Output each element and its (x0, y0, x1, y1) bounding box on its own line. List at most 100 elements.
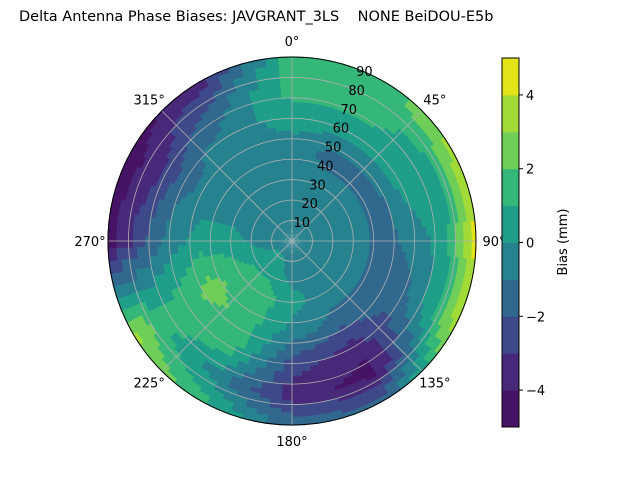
contour-cell (373, 124, 385, 135)
contour-cell (300, 204, 305, 211)
contour-cell (264, 248, 270, 253)
contour-cell (125, 147, 137, 163)
contour-cell (422, 162, 433, 176)
contour-cell (310, 247, 316, 251)
contour-cell (209, 122, 222, 133)
contour-cell (384, 250, 391, 259)
contour-cell (192, 372, 207, 385)
contour-cell (296, 162, 304, 169)
contour-cell (285, 322, 293, 328)
contour-cell (250, 126, 262, 134)
contour-cell (131, 223, 138, 237)
contour-cell (293, 244, 296, 250)
contour-cell (222, 247, 228, 254)
contour-cell (352, 374, 366, 384)
contour-cell (291, 125, 301, 131)
contour-cell (435, 276, 444, 290)
contour-cell (128, 162, 139, 178)
contour-cell (443, 290, 453, 305)
contour-cell (336, 245, 342, 250)
contour-cell (298, 245, 303, 249)
contour-cell (394, 156, 405, 169)
contour-cell (295, 237, 301, 240)
contour-cell (386, 272, 394, 282)
contour-cell (197, 249, 204, 258)
contour-cell (296, 247, 300, 252)
contour-cell (275, 236, 281, 239)
contour-cell (166, 299, 176, 312)
contour-cell (391, 117, 404, 130)
contour-cell (279, 80, 293, 87)
contour-cell (297, 321, 305, 328)
contour-cell (170, 307, 181, 320)
contour-cell (409, 338, 422, 352)
contour-cell (206, 75, 222, 87)
contour-cell (318, 366, 331, 374)
contour-cell (138, 266, 146, 280)
contour-cell (337, 398, 352, 407)
contour-cell (361, 79, 376, 90)
contour-cell (289, 265, 293, 271)
contour-cell (423, 295, 434, 309)
contour-cell (375, 350, 388, 362)
contour-cell (110, 195, 118, 211)
contour-cell (278, 229, 283, 234)
contour-cell (388, 162, 398, 173)
contour-cell (320, 241, 326, 245)
contour-cell (172, 125, 185, 138)
contour-cell (291, 174, 297, 180)
contour-cell (281, 166, 288, 173)
contour-cell (360, 106, 374, 117)
contour-cell (311, 244, 317, 248)
contour-cell (245, 394, 260, 402)
contour-cell (298, 288, 304, 295)
contour-cell (300, 263, 305, 269)
contour-cell (381, 243, 387, 252)
contour-cell (199, 291, 208, 302)
contour-cell (426, 336, 439, 351)
contour-cell (315, 245, 321, 249)
contour-cell (214, 90, 228, 101)
contour-cell (307, 243, 313, 247)
contour-cell (379, 269, 387, 279)
contour-cell (295, 293, 301, 299)
contour-cell (393, 338, 406, 351)
contour-cell (200, 275, 208, 285)
contour-cell (289, 211, 293, 217)
contour-cell (446, 223, 453, 237)
contour-cell (275, 312, 283, 319)
contour-cell (203, 143, 214, 154)
contour-cell (317, 329, 327, 337)
colorbar-tick-label: 0 (526, 237, 534, 252)
contour-cell (221, 242, 227, 249)
contour-cell (177, 186, 186, 198)
contour-cell (394, 94, 409, 107)
contour-cell (412, 168, 422, 181)
contour-cell (440, 315, 451, 331)
contour-cell (265, 226, 271, 231)
contour-cell (347, 390, 362, 400)
contour-cell (287, 211, 291, 217)
contour-cell (178, 338, 191, 351)
contour-cell (387, 191, 396, 202)
theta-tick-label: 90° (482, 235, 505, 250)
contour-cell (283, 225, 288, 231)
contour-cell (377, 117, 391, 129)
contour-cell (420, 175, 430, 189)
contour-cell (221, 124, 234, 134)
contour-cell (131, 245, 138, 259)
contour-cell (263, 233, 269, 237)
contour-cell (299, 236, 305, 240)
contour-cell (375, 77, 391, 89)
contour-cell (206, 99, 220, 110)
contour-cell (310, 229, 316, 234)
contour-cell (235, 82, 249, 92)
contour-cell (401, 194, 410, 205)
contour-cell (196, 120, 209, 132)
contour-cell (396, 358, 410, 371)
contour-cell (219, 351, 232, 362)
contour-cell (272, 224, 277, 229)
contour-cell (216, 67, 232, 78)
contour-cell (334, 117, 347, 126)
contour-cell (164, 271, 172, 283)
